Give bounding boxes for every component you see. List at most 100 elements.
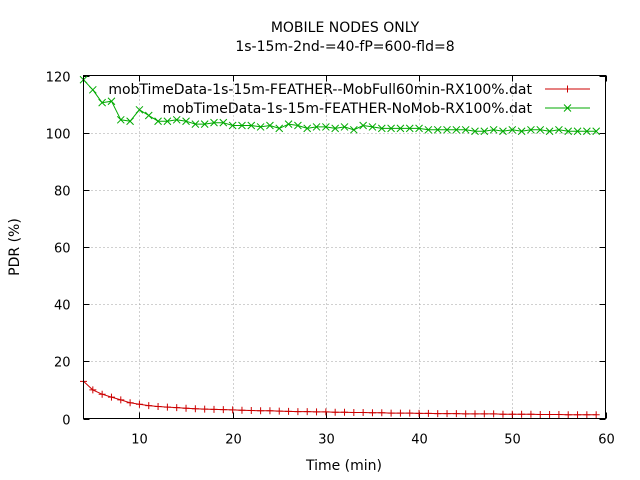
data-point	[285, 407, 293, 415]
data-point	[126, 399, 134, 407]
data-point	[266, 407, 274, 415]
data-point	[126, 117, 134, 126]
data-point	[499, 410, 507, 418]
data-point	[219, 406, 227, 414]
data-point	[313, 408, 321, 416]
data-point	[480, 410, 488, 418]
data-point	[228, 121, 237, 130]
data-point	[116, 115, 125, 124]
data-point	[471, 127, 479, 136]
data-point	[499, 127, 507, 136]
data-point	[536, 125, 545, 134]
x-tick-label: 20	[225, 433, 242, 448]
data-point	[201, 405, 209, 413]
data-point	[107, 97, 116, 106]
data-point	[238, 121, 246, 130]
data-point	[191, 405, 199, 413]
x-axis-label: Time (min)	[305, 458, 382, 474]
data-point	[424, 409, 432, 417]
x-tick-label: 60	[598, 433, 615, 448]
data-point	[387, 124, 395, 133]
legend-label: mobTimeData-1s-15m-FEATHER-NoMob-RX100%.…	[163, 101, 533, 117]
legend-marker	[564, 85, 571, 93]
data-point	[508, 125, 517, 134]
data-point	[173, 404, 181, 412]
data-point	[172, 115, 181, 124]
data-point	[88, 85, 97, 94]
y-tick-label: 20	[54, 356, 71, 371]
data-point	[219, 118, 228, 127]
data-point	[368, 123, 377, 131]
data-point	[294, 121, 302, 130]
legend-entry-2: mobTimeData-1s-15m-FEATHER-NoMob-RX100%.…	[163, 101, 590, 117]
data-point	[350, 408, 358, 416]
data-point	[433, 125, 442, 134]
data-point	[135, 105, 144, 114]
data-point	[182, 117, 190, 126]
data-point	[424, 125, 433, 134]
data-point	[592, 411, 600, 419]
data-point	[527, 410, 535, 418]
data-point	[564, 411, 572, 419]
data-point	[200, 120, 209, 128]
data-point	[387, 409, 395, 417]
data-point	[508, 410, 516, 418]
data-point	[452, 125, 461, 134]
data-point	[471, 410, 479, 418]
legend-label: mobTimeData-1s-15m-FEATHER--MobFull60min…	[108, 82, 532, 98]
data-point	[275, 124, 284, 133]
data-point	[359, 121, 367, 130]
data-point	[434, 410, 442, 418]
data-point	[340, 123, 349, 131]
data-point	[144, 111, 153, 120]
data-point	[247, 406, 255, 414]
chart-subtitle: 1s-15m-2nd-=40-fP=600-fld=8	[235, 39, 454, 55]
y-axis-label: PDR (%)	[7, 218, 23, 276]
y-tick-label: 40	[54, 299, 71, 314]
x-tick-label: 50	[504, 433, 521, 448]
chart-title: MOBILE NODES ONLY	[271, 20, 420, 36]
legend-entry-1: mobTimeData-1s-15m-FEATHER--MobFull60min…	[108, 82, 590, 98]
data-point	[574, 411, 582, 419]
data-point	[415, 124, 423, 133]
data-point	[349, 125, 358, 134]
data-point	[443, 410, 451, 418]
data-point	[145, 402, 153, 410]
data-point	[405, 124, 414, 133]
data-point	[210, 405, 218, 413]
data-point	[257, 407, 265, 415]
data-point	[396, 124, 405, 133]
series-layer	[79, 75, 601, 419]
data-point	[154, 402, 162, 410]
data-point	[266, 121, 274, 130]
data-point	[415, 409, 423, 417]
data-point	[378, 409, 386, 417]
data-point	[107, 393, 115, 401]
x-tick-label: 30	[318, 433, 335, 448]
data-point	[117, 396, 125, 404]
data-point	[163, 403, 171, 411]
data-point	[377, 124, 386, 133]
data-point	[359, 408, 367, 416]
data-point	[247, 121, 256, 130]
data-point	[592, 127, 601, 136]
data-point	[312, 123, 321, 131]
data-point	[518, 410, 526, 418]
y-tick-label: 120	[46, 71, 71, 86]
data-point	[573, 127, 582, 136]
axis-ticks: 0 20 40 60 80 100 120 10 20 30 40 50 60	[46, 71, 615, 448]
data-point	[154, 117, 162, 126]
data-point	[546, 410, 554, 418]
data-point	[396, 409, 404, 417]
data-point	[368, 409, 376, 417]
y-tick-label: 100	[46, 128, 71, 143]
data-point	[331, 124, 340, 133]
data-point	[322, 408, 330, 416]
series-line	[83, 380, 597, 416]
data-point	[490, 410, 498, 418]
data-point	[564, 127, 573, 136]
plot-frame	[83, 75, 606, 419]
x-tick-label: 10	[131, 433, 148, 448]
data-point	[555, 125, 563, 134]
data-point	[89, 386, 97, 394]
